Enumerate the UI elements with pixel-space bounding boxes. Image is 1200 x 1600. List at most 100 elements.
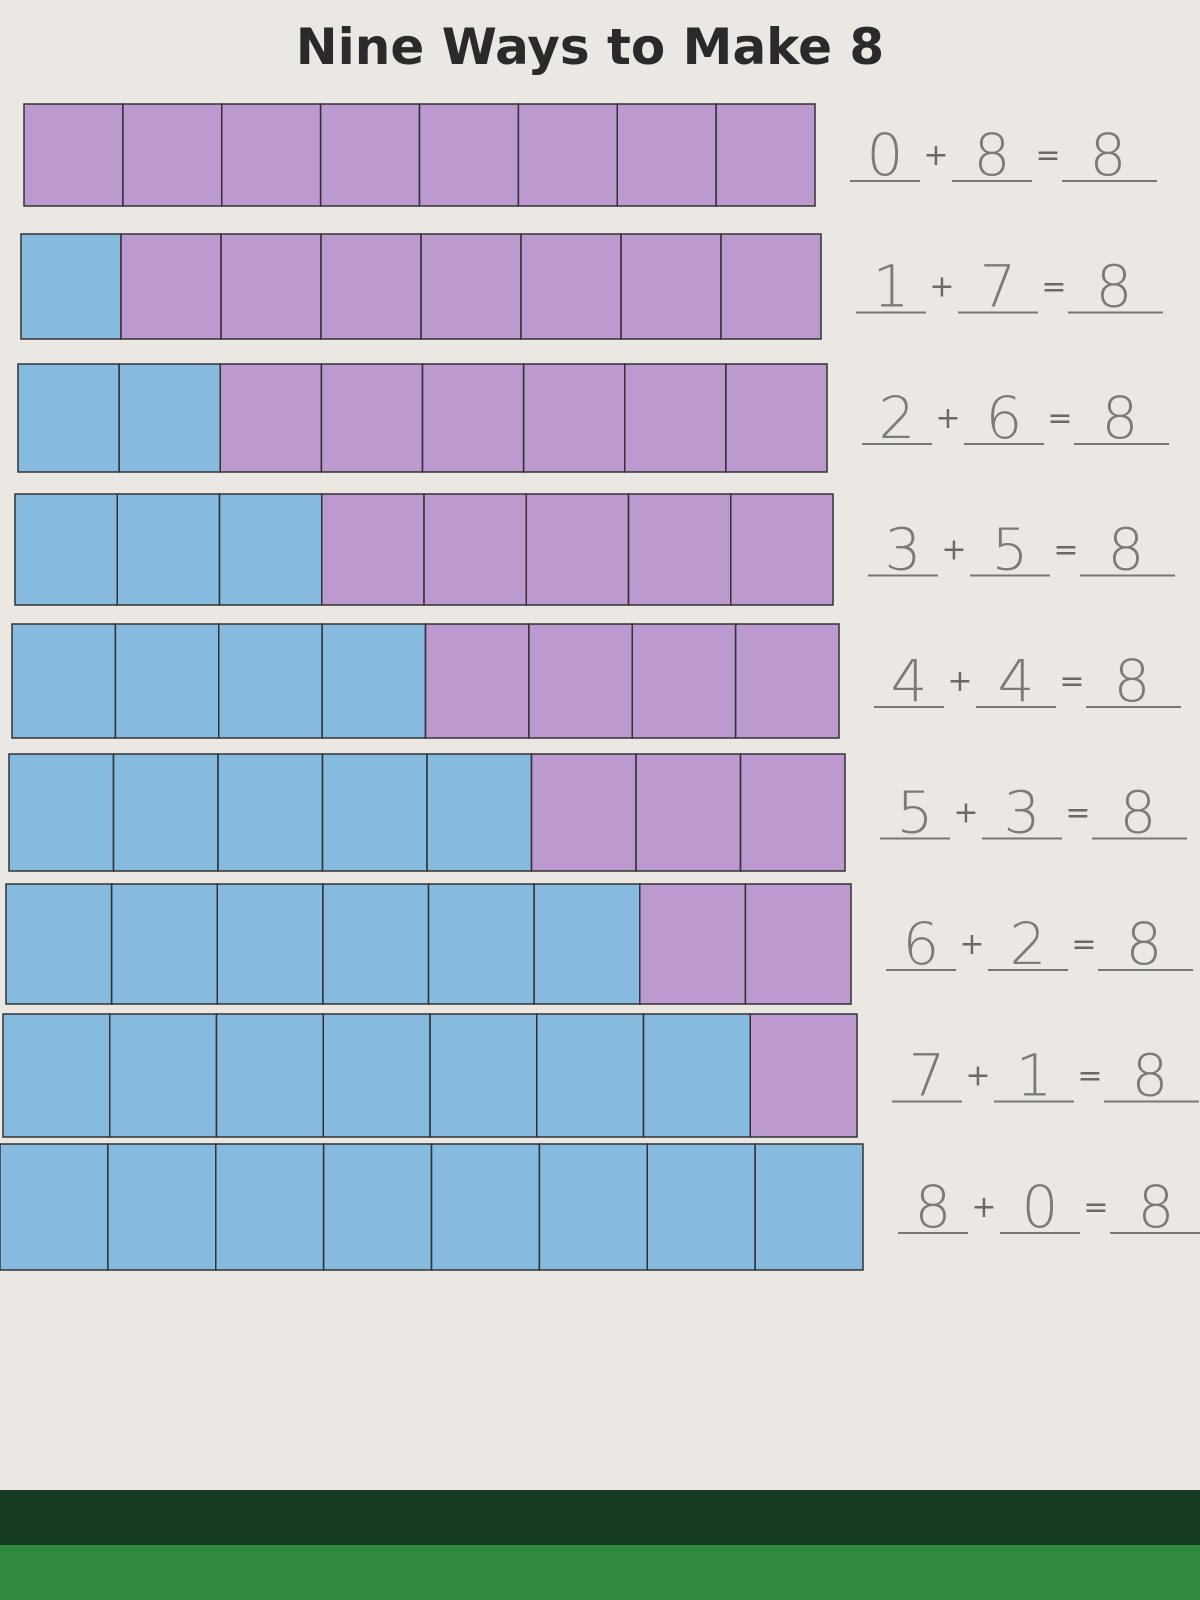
ten-frame-box [418,103,520,207]
sum: 8 [1108,516,1145,584]
ten-frame-box [320,233,422,340]
addend-a: 5 [897,779,934,847]
ten-frame-box [321,623,427,739]
ten-frame-box [744,883,852,1005]
ten-frame-box [739,753,846,872]
ten-frame-box [725,363,828,473]
ten-frame-box [430,1143,541,1271]
equals-sign: = [1083,1190,1108,1225]
ten-frame-box [11,623,117,739]
sum: 8 [1102,384,1139,452]
ten-frame-box [616,103,717,207]
plus-sign: + [941,533,966,568]
plus-sign: + [965,1059,990,1094]
ten-frame-box [528,623,633,739]
desk-trim [0,1545,1200,1600]
ten-frame-box [538,1143,648,1271]
equals-sign: = [1065,796,1090,831]
worksheet-title: Nine Ways to Make 8 [296,18,884,76]
addend-b: 2 [1010,910,1047,978]
addend-a: 6 [903,910,940,978]
ten-frame-box [221,103,322,207]
ten-frame-box [715,103,816,207]
ten-frame-box [322,1143,433,1271]
addend-b: 7 [980,253,1017,321]
ten-frame-box [122,103,223,207]
ten-frame-box [530,753,637,872]
ten-frame-box [624,363,727,473]
equals-sign: = [1059,664,1084,699]
addend-b: 3 [1004,779,1041,847]
addend-a: 8 [915,1173,952,1241]
ten-frame-box [217,753,324,872]
equals-sign: = [1047,401,1072,436]
ten-frame-box [525,493,630,606]
ten-frame-box [429,1013,538,1138]
ten-frame-box [321,493,425,606]
ten-frame-box [17,363,120,473]
ten-frame-box [421,363,525,473]
ten-frame-box [320,363,424,473]
ten-frame-box [107,1143,217,1271]
ten-frame-box [116,493,221,606]
addend-b: 8 [974,121,1011,189]
plus-sign: + [923,138,948,173]
equals-sign: = [1053,533,1078,568]
ten-frame-box [749,1013,858,1138]
ten-frame-box [118,363,221,473]
ten-frame-box [109,1013,218,1138]
addend-a: 0 [867,121,904,189]
ten-frame-box [319,103,421,207]
addend-b: 1 [1016,1042,1053,1110]
addend-a: 2 [879,384,916,452]
plus-sign: + [947,664,972,699]
ten-frame-box [0,1143,109,1271]
ten-frame-box [754,1143,864,1271]
ten-frame-box [423,493,527,606]
ten-frame-box [520,233,622,340]
plus-sign: + [971,1190,996,1225]
equals-sign: = [1035,138,1060,173]
sum: 8 [1132,1042,1169,1110]
ten-frame-box [218,493,323,606]
equals-sign: = [1071,927,1096,962]
ten-frame-box [642,1013,751,1138]
addend-b: 5 [992,516,1029,584]
ten-frame-box [2,1013,111,1138]
ten-frame-box [20,233,122,340]
sum: 8 [1090,121,1127,189]
plus-sign: + [953,796,978,831]
addend-a: 1 [873,253,910,321]
plus-sign: + [929,270,954,305]
ten-frame-box [14,493,118,606]
ten-frame-box [620,233,722,340]
ten-frame-box [110,883,218,1005]
ten-frame-box [322,883,430,1005]
ten-frame-box [424,623,530,739]
ten-frame-box [734,623,840,739]
ten-frame-box [536,1013,645,1138]
ten-frame-box [522,363,626,473]
ten-frame-box [517,103,618,207]
ten-frame-box [120,233,222,340]
addend-b: 0 [1022,1173,1059,1241]
ten-frame-box [215,1143,325,1271]
addend-a: 3 [885,516,922,584]
ten-frame-box [427,883,535,1005]
ten-frame-box [219,363,323,473]
ten-frame-box [420,233,522,340]
sum: 8 [1120,779,1157,847]
ten-frame-box [639,883,747,1005]
ten-frame-box [112,753,219,872]
ten-frame-box [8,753,115,872]
ten-frame-box [220,233,322,340]
sum: 8 [1126,910,1163,978]
sum: 8 [1096,253,1133,321]
plus-sign: + [959,927,984,962]
ten-frame-box [533,883,641,1005]
addend-b: 6 [986,384,1023,452]
plus-sign: + [935,401,960,436]
ten-frame-box [631,623,737,739]
